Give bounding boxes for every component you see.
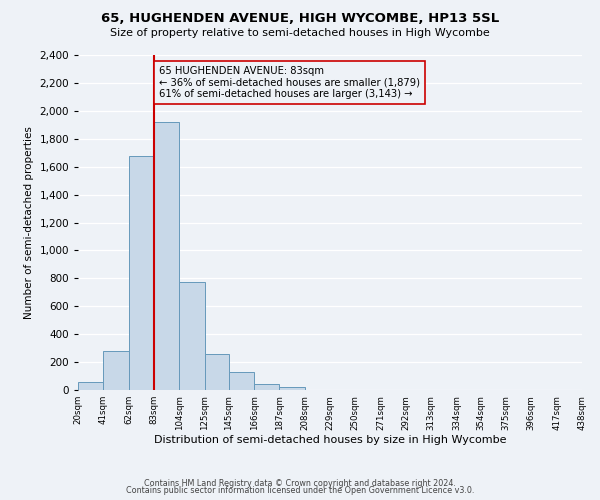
Text: Size of property relative to semi-detached houses in High Wycombe: Size of property relative to semi-detach… <box>110 28 490 38</box>
Text: Contains HM Land Registry data © Crown copyright and database right 2024.: Contains HM Land Registry data © Crown c… <box>144 478 456 488</box>
Bar <box>229 372 254 390</box>
Bar <box>254 384 280 390</box>
Bar <box>179 282 205 390</box>
Bar <box>154 122 179 390</box>
Bar <box>128 156 154 390</box>
Text: 65, HUGHENDEN AVENUE, HIGH WYCOMBE, HP13 5SL: 65, HUGHENDEN AVENUE, HIGH WYCOMBE, HP13… <box>101 12 499 26</box>
Bar <box>205 354 229 390</box>
Bar <box>280 387 305 390</box>
Y-axis label: Number of semi-detached properties: Number of semi-detached properties <box>24 126 34 319</box>
Bar <box>103 351 128 390</box>
Text: Contains public sector information licensed under the Open Government Licence v3: Contains public sector information licen… <box>126 486 474 495</box>
Text: 65 HUGHENDEN AVENUE: 83sqm
← 36% of semi-detached houses are smaller (1,879)
61%: 65 HUGHENDEN AVENUE: 83sqm ← 36% of semi… <box>159 66 420 100</box>
X-axis label: Distribution of semi-detached houses by size in High Wycombe: Distribution of semi-detached houses by … <box>154 436 506 446</box>
Bar <box>78 382 103 390</box>
